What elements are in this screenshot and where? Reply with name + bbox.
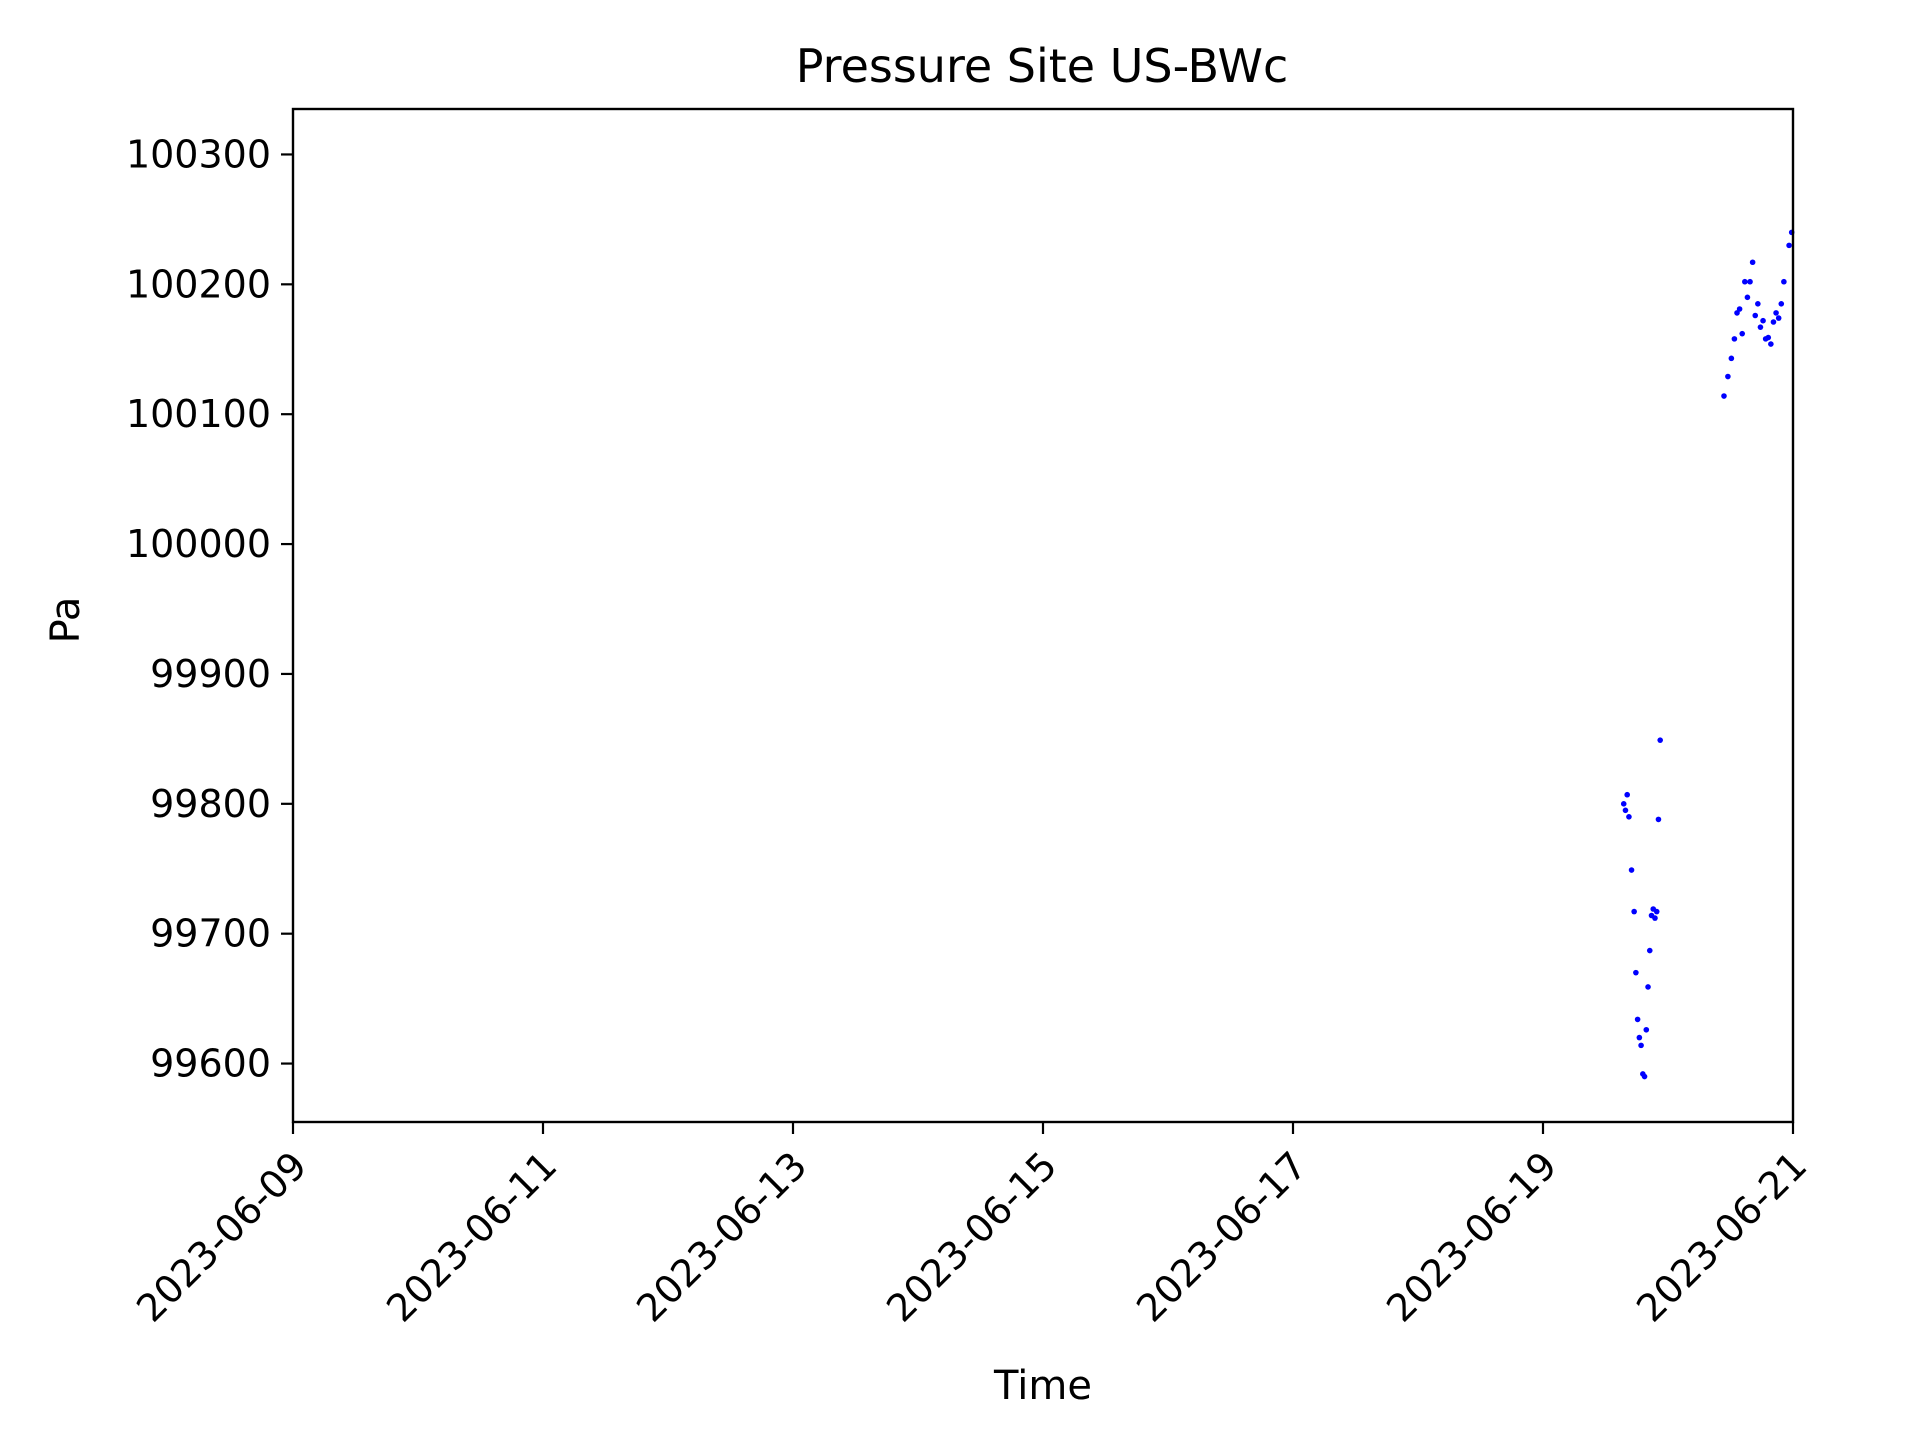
data-point [1657, 737, 1663, 743]
data-point [1728, 355, 1735, 362]
data-point [1775, 315, 1782, 321]
data-point [1631, 908, 1637, 915]
data-point [1725, 373, 1731, 380]
data-point [1645, 984, 1651, 990]
y-tick-label: 99900 [150, 652, 271, 696]
data-point [1641, 1073, 1648, 1080]
data-point [1739, 330, 1746, 337]
data-point [1778, 301, 1785, 307]
y-tick-label: 99700 [150, 912, 271, 956]
data-point [1643, 1026, 1650, 1033]
data-point [1765, 334, 1772, 341]
data-point [1786, 242, 1792, 249]
data-point [1634, 1016, 1641, 1023]
data-point [1744, 294, 1751, 301]
y-tick-label: 100300 [126, 132, 271, 176]
data-point [1757, 324, 1764, 330]
data-point [1626, 814, 1632, 820]
data-point [1760, 317, 1766, 324]
y-tick-label: 100100 [126, 392, 271, 436]
data-point [1628, 867, 1635, 873]
data-point [1622, 807, 1629, 814]
data-point [1633, 969, 1639, 976]
data-point [1655, 816, 1662, 823]
data-point [1620, 801, 1627, 807]
y-tick-label: 100200 [126, 262, 271, 306]
data-point [1770, 319, 1777, 325]
data-point [1736, 306, 1743, 312]
data-points [1620, 229, 1795, 1080]
y-axis-ticks: 99600 99700 99800 99900 100000 100100 100200 10… [126, 132, 293, 1086]
data-point [1747, 278, 1753, 285]
y-tick-label: 99600 [150, 1042, 271, 1086]
y-axis-label: Pa [43, 597, 89, 644]
data-point [1755, 301, 1761, 307]
data-point [1624, 791, 1631, 798]
data-point [1752, 312, 1759, 319]
y-tick-label: 99800 [150, 782, 271, 826]
data-point [1652, 915, 1658, 921]
data-point [1742, 278, 1748, 285]
data-point [1731, 336, 1738, 342]
data-point [1781, 278, 1787, 285]
data-point [1721, 393, 1727, 399]
y-tick-label: 100000 [126, 522, 271, 566]
data-point [1768, 341, 1774, 347]
x-axis-label: Time [993, 1363, 1092, 1409]
chart-title: Pressure Site US-BWc [796, 39, 1289, 93]
plot-area-frame [291, 107, 1795, 1124]
data-point [1773, 310, 1779, 316]
data-point [1638, 1042, 1644, 1049]
data-point [1653, 908, 1660, 915]
data-point [1749, 259, 1756, 266]
data-point [1646, 947, 1653, 954]
data-point [1636, 1034, 1643, 1041]
